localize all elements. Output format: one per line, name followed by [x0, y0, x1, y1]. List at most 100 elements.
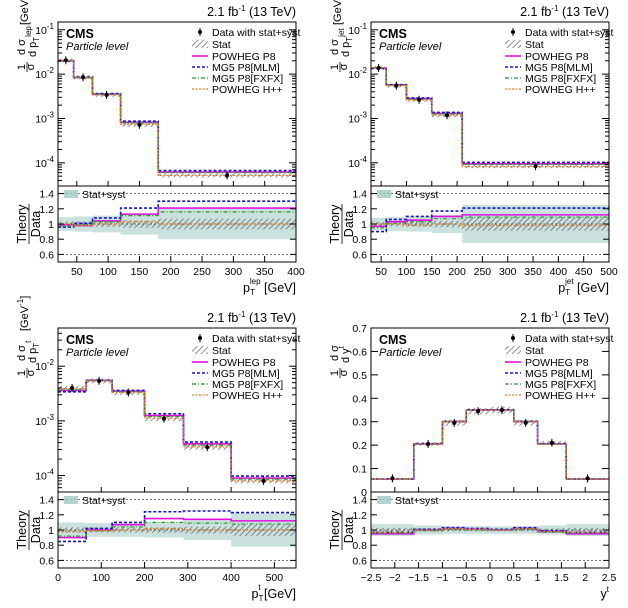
ratio-y-label: Theory Data: [328, 204, 356, 244]
y-tick-label: 10-3: [35, 110, 54, 125]
y-label-dvar-sup: jet: [337, 28, 346, 38]
legend-mg5_mlm-label: MG5 P8[MLM]: [525, 368, 593, 380]
data-point: [63, 58, 68, 63]
series-mg5_fxfx-line: [371, 409, 609, 480]
y-tick-base: 10: [35, 416, 47, 428]
y-label-one: 1: [16, 64, 28, 70]
x-tick-label: 200: [162, 266, 180, 278]
y-tick-label: 10-4: [35, 155, 54, 170]
data-point: [523, 420, 528, 425]
series-powheg_hpp-line: [371, 409, 609, 480]
y-tick-exponent: -3: [360, 110, 368, 119]
legend-data-label: Data with stat+syst: [212, 27, 300, 39]
y-label-dvar-text: d p: [340, 42, 352, 57]
x-tick-label: 300: [225, 266, 243, 278]
y-label-sigma: σ: [338, 63, 350, 70]
lumi-label: 2.1 fb-1 (13 TeV): [520, 310, 609, 325]
legend-stat-swatch: [505, 346, 521, 354]
legend-mg5_fxfx-label: MG5 P8[FXFX]: [525, 379, 596, 391]
ratio-label-theory: Theory: [328, 510, 342, 550]
legend-statsyst-label: Stat+syst: [395, 495, 439, 507]
x-tick-label: −2: [389, 572, 401, 584]
lumi-label: 2.1 fb-1 (13 TeV): [207, 4, 296, 19]
y-label-unit: [GeV-1]: [16, 296, 31, 331]
legend-stat-label: Stat: [212, 39, 231, 51]
legend-stat-swatch: [505, 40, 521, 48]
data-point: [225, 173, 230, 178]
y-tick-label: 10-1: [35, 22, 54, 37]
data-point: [104, 92, 109, 98]
y-tick-label: 10-2: [35, 66, 54, 81]
x-label-unit: [GeV]: [261, 587, 296, 601]
data-point: [452, 420, 457, 425]
y-label-dsigma: d σ: [16, 345, 28, 361]
x-tick-label: 0.5: [506, 572, 521, 584]
y-label-unit-text: [GeV: [19, 305, 31, 331]
energy-label: (13 TeV): [246, 5, 297, 19]
legend-stat-swatch: [192, 40, 208, 48]
x-tick-label: 400: [550, 266, 568, 278]
y-tick-exponent: -3: [47, 413, 55, 422]
y-tick-label: 0.7: [352, 323, 367, 335]
legend-mg5_fxfx-label: MG5 P8[FXFX]: [212, 73, 283, 85]
energy-label: (13 TeV): [559, 311, 610, 325]
ratio-label-data: Data: [342, 517, 356, 543]
x-tick-label: −0.5: [456, 572, 477, 584]
x-label-sup: jet: [564, 277, 574, 286]
ratio-y-tick-label: 1.2: [39, 510, 54, 522]
x-tick-label: 50: [71, 266, 83, 278]
y-tick-label: 10-2: [348, 66, 367, 81]
y-tick-exponent: -1: [360, 22, 368, 31]
x-tick-label: 100: [93, 572, 111, 584]
legend-statsyst-label: Stat+syst: [82, 189, 126, 201]
x-tick-label: 1: [535, 572, 541, 584]
x-axis-label: pTjet [GeV]: [558, 277, 609, 297]
y-label-dvar-text: d y: [340, 348, 352, 363]
panel-4: 2.1 fb-1 (13 TeV)00.10.20.30.40.50.60.71…: [328, 310, 616, 601]
x-label-unit: [GeV]: [261, 281, 296, 295]
data-point: [549, 440, 554, 445]
ratio-y-tick-label: 1.2: [39, 204, 54, 216]
ratio-mg5_mlm-line: [58, 200, 296, 228]
y-tick-base: 10: [348, 69, 360, 81]
y-tick-base: 10: [348, 25, 360, 37]
ratio-powheg_hpp-line: [371, 223, 609, 227]
level-label: Particle level: [379, 41, 442, 53]
ratio-mg5_mlm-line: [371, 207, 609, 233]
y-tick-base: 10: [348, 158, 360, 170]
x-tick-label: 250: [474, 266, 492, 278]
ratio-y-tick-label: 1.4: [39, 495, 54, 507]
x-tick-label: 200: [136, 572, 154, 584]
x-label-var: p: [251, 587, 258, 601]
lumi-value: 2.1 fb: [520, 5, 551, 19]
ratio-y-tick-label: 1: [48, 525, 54, 537]
data-point: [426, 441, 431, 447]
x-tick-label: −2.5: [361, 572, 382, 584]
ratio-powheg_hpp-line: [58, 221, 296, 227]
data-point: [69, 385, 75, 391]
legend-statsyst-swatch: [64, 190, 78, 198]
ratio-mg5_fxfx-line: [371, 216, 609, 229]
y-tick-exponent: -3: [47, 110, 55, 119]
legend-powheg_p8-label: POWHEG P8: [525, 51, 589, 63]
energy-label: (13 TeV): [559, 5, 610, 19]
y-label-unit-text: [GeV: [332, 0, 344, 25]
cms-label: CMS: [379, 333, 407, 347]
x-label-var: p: [558, 281, 565, 295]
y-label-dvar: d pTt: [24, 340, 41, 363]
y-label-unit: [GeV-1]: [329, 0, 344, 25]
legend-data-label: Data with stat+syst: [525, 333, 613, 345]
y-axis-label: 1σ d σd pTlep[GeV-1]: [16, 0, 41, 72]
data-point: [390, 476, 395, 481]
x-label-sup: lep: [250, 277, 261, 286]
y-axis-label: 1σ d σd pTjet [GeV-1]: [329, 0, 354, 72]
lumi-value: 2.1 fb: [207, 311, 238, 325]
ratio-powheg_hpp-line: [371, 527, 609, 533]
y-label-dvar-sup: lep: [24, 26, 33, 37]
legend-stat-label: Stat: [212, 345, 231, 357]
x-label-sub: T: [250, 288, 255, 297]
